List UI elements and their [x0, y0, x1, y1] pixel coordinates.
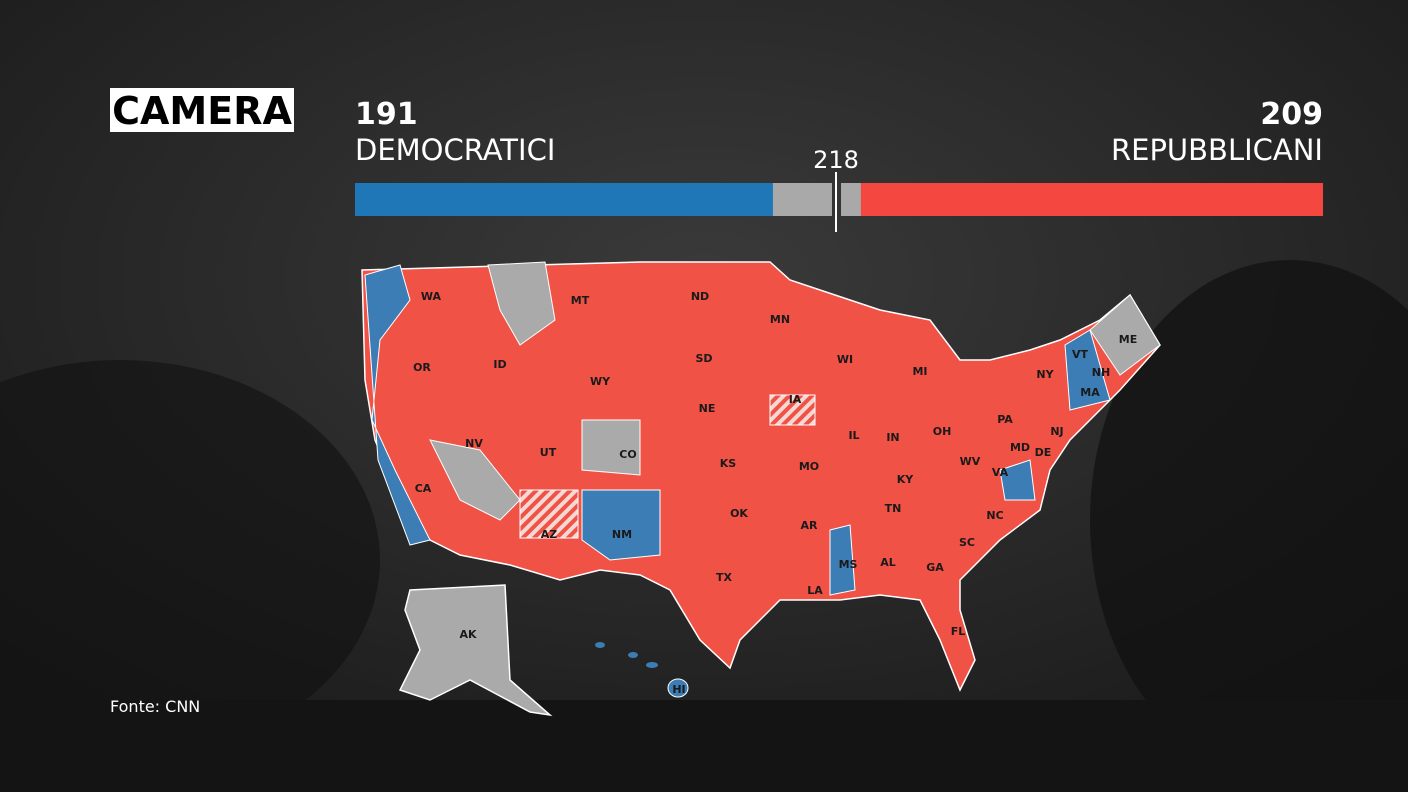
state-label: AL — [880, 556, 896, 569]
state-label: HI — [672, 683, 685, 696]
state-label: MS — [839, 558, 858, 571]
state-label: KS — [720, 457, 737, 470]
state-label: UT — [540, 446, 557, 459]
district-undecided — [429, 439, 521, 521]
state-label: SD — [695, 352, 712, 365]
state-label: CO — [619, 448, 636, 461]
state-label: NY — [1036, 368, 1054, 381]
state-label: NH — [1092, 366, 1110, 379]
state-label: OK — [730, 507, 748, 520]
state-label: NE — [699, 402, 716, 415]
alaska — [398, 584, 553, 717]
dem-label: DEMOCRATICI — [355, 133, 555, 167]
state-label: AR — [801, 519, 819, 532]
state-label: ME — [1119, 333, 1137, 346]
rep-seats: 209 — [1260, 97, 1323, 132]
dem-seats: 191 — [355, 97, 418, 132]
state-label: WV — [960, 455, 981, 468]
dem-bar — [355, 183, 773, 216]
state-label: FL — [951, 625, 966, 638]
hawaii — [628, 652, 638, 658]
state-label: TN — [885, 502, 902, 515]
title-box — [110, 88, 294, 132]
state-label: OH — [933, 425, 952, 438]
district-undecided — [581, 419, 641, 476]
seat-bar — [355, 172, 1323, 232]
district-dem — [1064, 329, 1111, 411]
state-label: VT — [1072, 348, 1089, 361]
state-label: OR — [413, 361, 431, 374]
state-labels: WA OR ID MT ND MN WI MI NY VT NH ME MA N… — [413, 290, 1137, 696]
district-contested — [519, 489, 579, 539]
state-label: PA — [997, 413, 1013, 426]
rep-label: REPUBBLICANI — [1111, 133, 1323, 167]
state-label: GA — [926, 561, 944, 574]
state-label: WI — [837, 353, 853, 366]
state-label: KY — [897, 473, 915, 486]
district-undecided — [1089, 294, 1161, 376]
state-label: NJ — [1050, 425, 1063, 438]
source: Fonte: CNN — [110, 697, 200, 716]
state-label: IN — [886, 431, 899, 444]
state-label: CA — [415, 482, 432, 495]
majority-label: 218 — [813, 146, 859, 174]
state-label: NC — [986, 509, 1003, 522]
state-label: LA — [807, 584, 823, 597]
map — [361, 261, 1161, 717]
state-label: IA — [789, 393, 802, 406]
state-label: NV — [465, 437, 483, 450]
state-label: ID — [493, 358, 506, 371]
tree-silhouette — [0, 360, 380, 760]
district-dem — [829, 524, 856, 596]
state-label: WY — [590, 375, 611, 388]
state-label: IL — [848, 429, 859, 442]
state-label: TX — [716, 571, 733, 584]
state-label: MD — [1010, 441, 1030, 454]
district-dem — [364, 264, 431, 546]
state-label: SC — [959, 536, 975, 549]
district-dem — [999, 459, 1036, 501]
hawaii — [646, 662, 658, 668]
state-label: MT — [571, 294, 590, 307]
tree-silhouette — [1090, 260, 1408, 780]
state-label: NM — [612, 528, 632, 541]
state-label: MA — [1080, 386, 1100, 399]
hawaii — [595, 642, 605, 648]
state-label: VA — [992, 466, 1009, 479]
hawaii — [667, 678, 689, 698]
state-label: DE — [1035, 446, 1052, 459]
state-label: MN — [770, 313, 790, 326]
lawn — [0, 700, 1408, 792]
district-contested — [769, 394, 816, 426]
state-label: WA — [421, 290, 442, 303]
title: CAMERA — [112, 89, 292, 133]
state-label: MI — [912, 365, 927, 378]
district-undecided — [487, 261, 556, 346]
state-label: MO — [799, 460, 819, 473]
district-dem — [581, 489, 661, 561]
state-label: AZ — [541, 528, 558, 541]
state-label: AK — [459, 628, 477, 641]
state-label: ND — [691, 290, 709, 303]
us-map — [361, 261, 1161, 692]
rep-bar — [860, 183, 1323, 216]
